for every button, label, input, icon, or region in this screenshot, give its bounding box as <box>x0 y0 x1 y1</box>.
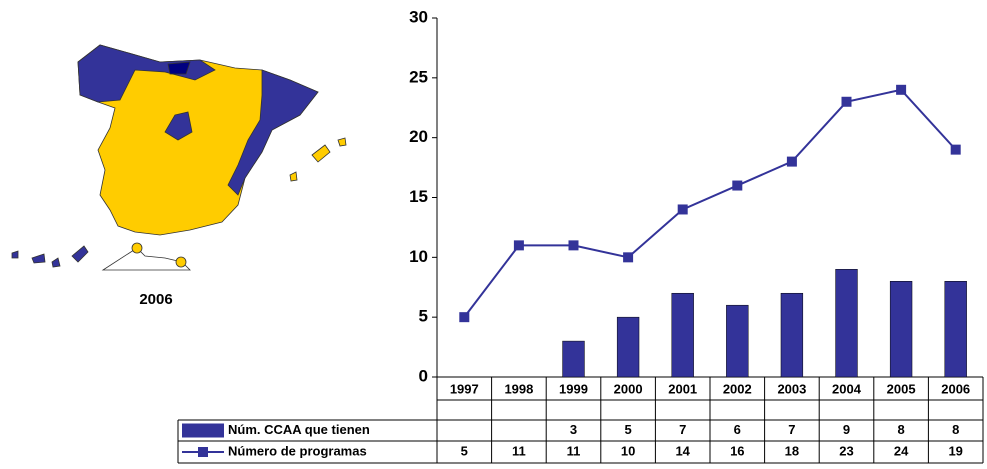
table-cell: 7 <box>679 422 686 437</box>
x-tick-label: 2004 <box>832 381 862 396</box>
y-tick-label: 20 <box>409 127 428 146</box>
table-cell: 11 <box>512 443 526 458</box>
map-melilla <box>175 256 187 268</box>
y-tick-label: 5 <box>419 307 428 326</box>
point-marker <box>732 180 743 191</box>
x-tick-label: 2005 <box>887 381 916 396</box>
map-mainland <box>77 44 319 236</box>
y-tick-label: 25 <box>409 67 428 86</box>
table-cell: 9 <box>843 422 850 437</box>
table-cell: 18 <box>785 443 799 458</box>
map-east <box>227 69 319 196</box>
bar <box>562 340 585 378</box>
map-north <box>77 44 216 103</box>
x-tick-label: 1999 <box>559 381 588 396</box>
bar <box>726 304 749 378</box>
y-tick-label: 30 <box>409 7 428 26</box>
x-tick-label: 2001 <box>668 381 697 396</box>
point-marker <box>513 240 524 251</box>
map-canary <box>11 245 89 268</box>
map-caption: 2006 <box>139 291 172 308</box>
x-tick-label: 1998 <box>504 381 533 396</box>
x-tick-label: 2000 <box>614 381 643 396</box>
table-cell: 24 <box>894 443 909 458</box>
bar <box>835 269 858 378</box>
table-cell: 14 <box>675 443 690 458</box>
y-tick-label: 15 <box>409 187 428 206</box>
map-ceuta <box>131 242 143 254</box>
legend-marker <box>198 447 208 457</box>
table-cell: 10 <box>621 443 635 458</box>
table-cell: 11 <box>567 443 581 458</box>
table-cell: 8 <box>952 422 959 437</box>
legend-label: Núm. CCAA que tienen <box>228 422 370 437</box>
x-tick-label: 1997 <box>450 381 479 396</box>
table-cell: 8 <box>897 422 904 437</box>
point-marker <box>896 84 907 95</box>
series-line <box>463 88 957 318</box>
table-cell: 19 <box>948 443 962 458</box>
bar <box>944 281 967 378</box>
x-tick-label: 2006 <box>941 381 970 396</box>
table-cell: 5 <box>624 422 631 437</box>
y-tick-label: 0 <box>419 366 428 385</box>
legend-label: Número de programas <box>228 443 367 458</box>
map <box>11 44 347 271</box>
map-balearic <box>289 137 347 182</box>
y-tick-label: 10 <box>409 247 428 266</box>
bar <box>671 292 694 378</box>
table-cell: 5 <box>461 443 468 458</box>
table-cell: 6 <box>734 422 741 437</box>
x-tick-label: 2003 <box>777 381 806 396</box>
point-marker <box>841 96 852 107</box>
table-cell: 7 <box>788 422 795 437</box>
bar <box>889 281 913 378</box>
legend-swatch <box>182 423 224 438</box>
map-cantabria <box>167 61 191 75</box>
table-cell: 23 <box>839 443 853 458</box>
bar <box>780 292 804 378</box>
table-cell: 16 <box>730 443 744 458</box>
table-cell: 3 <box>570 422 577 437</box>
point-marker <box>568 240 579 251</box>
point-marker <box>950 144 961 155</box>
point-marker <box>677 204 688 215</box>
point-marker <box>623 252 634 263</box>
map-madrid <box>164 111 193 141</box>
point-marker <box>459 312 470 323</box>
x-tick-label: 2002 <box>723 381 752 396</box>
point-marker <box>786 156 797 167</box>
bar <box>616 316 640 378</box>
